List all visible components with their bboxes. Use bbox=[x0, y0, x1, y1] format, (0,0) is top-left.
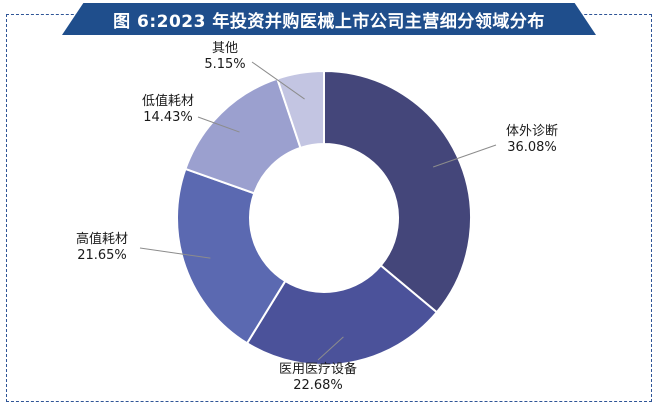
leader-lines bbox=[139, 61, 497, 361]
slice-value-4: 5.15% bbox=[204, 57, 245, 72]
slice-label-4: 其他 bbox=[212, 41, 238, 56]
slice-0 bbox=[323, 69, 472, 314]
leader-line-1 bbox=[317, 336, 344, 361]
slice-value-0: 36.08% bbox=[507, 140, 557, 155]
leader-line-0 bbox=[433, 144, 497, 168]
slice-value-1: 22.68% bbox=[293, 378, 343, 393]
slice-label-2: 高值耗材 bbox=[76, 231, 128, 247]
donut-slices bbox=[176, 69, 472, 366]
slice-2 bbox=[176, 167, 287, 345]
chart-title: 图 6:2023 年投资并购医械上市公司主营细分领域分布 bbox=[113, 11, 545, 32]
slice-label-0: 体外诊断 bbox=[506, 124, 558, 139]
chart-title-banner: 图 6:2023 年投资并购医械上市公司主营细分领域分布 bbox=[62, 3, 596, 35]
leader-line-3 bbox=[197, 116, 240, 133]
slice-1 bbox=[245, 264, 439, 366]
slice-value-3: 14.43% bbox=[143, 110, 193, 125]
slice-label-3: 低值耗材 bbox=[142, 93, 194, 109]
slice-label-1: 医用医疗设备 bbox=[279, 361, 357, 377]
leader-line-2 bbox=[139, 247, 211, 259]
slice-4 bbox=[275, 69, 325, 150]
leader-line-4 bbox=[251, 61, 305, 100]
slice-value-2: 21.65% bbox=[77, 248, 127, 263]
